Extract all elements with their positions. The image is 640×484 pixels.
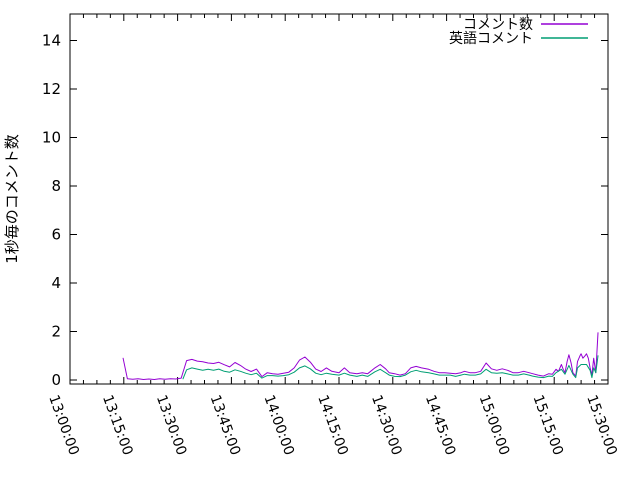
x-tick-label: 15:15:00 (529, 393, 566, 458)
x-tick-label: 14:00:00 (260, 393, 297, 458)
legend-label: 英語コメント (449, 30, 533, 47)
x-tick-label: 13:45:00 (207, 393, 244, 458)
series-line-comments (122, 332, 599, 380)
series-line-english-comments (182, 355, 599, 380)
y-tick-label: 4 (51, 274, 61, 292)
y-tick-label: 0 (51, 371, 61, 389)
legend-label: コメント数 (463, 17, 533, 33)
x-tick-label: 14:45:00 (422, 393, 459, 458)
y-axis-label: 1秒毎のコメント数 (3, 134, 21, 264)
x-tick-label: 14:30:00 (368, 393, 405, 458)
plot-border (69, 13, 609, 385)
y-tick-label: 10 (42, 129, 61, 147)
y-tick-label: 8 (51, 177, 61, 195)
y-tick-label: 12 (42, 80, 61, 98)
x-tick-label: 13:15:00 (99, 393, 136, 458)
x-tick-label: 14:15:00 (314, 393, 351, 458)
y-tick-label: 14 (42, 32, 61, 50)
x-tick-label: 15:30:00 (583, 393, 620, 458)
x-tick-label: 15:00:00 (476, 393, 513, 458)
y-tick-label: 2 (51, 323, 61, 341)
x-tick-label: 13:30:00 (153, 393, 190, 458)
y-tick-label: 6 (51, 226, 61, 244)
x-tick-label: 13:00:00 (45, 393, 82, 458)
